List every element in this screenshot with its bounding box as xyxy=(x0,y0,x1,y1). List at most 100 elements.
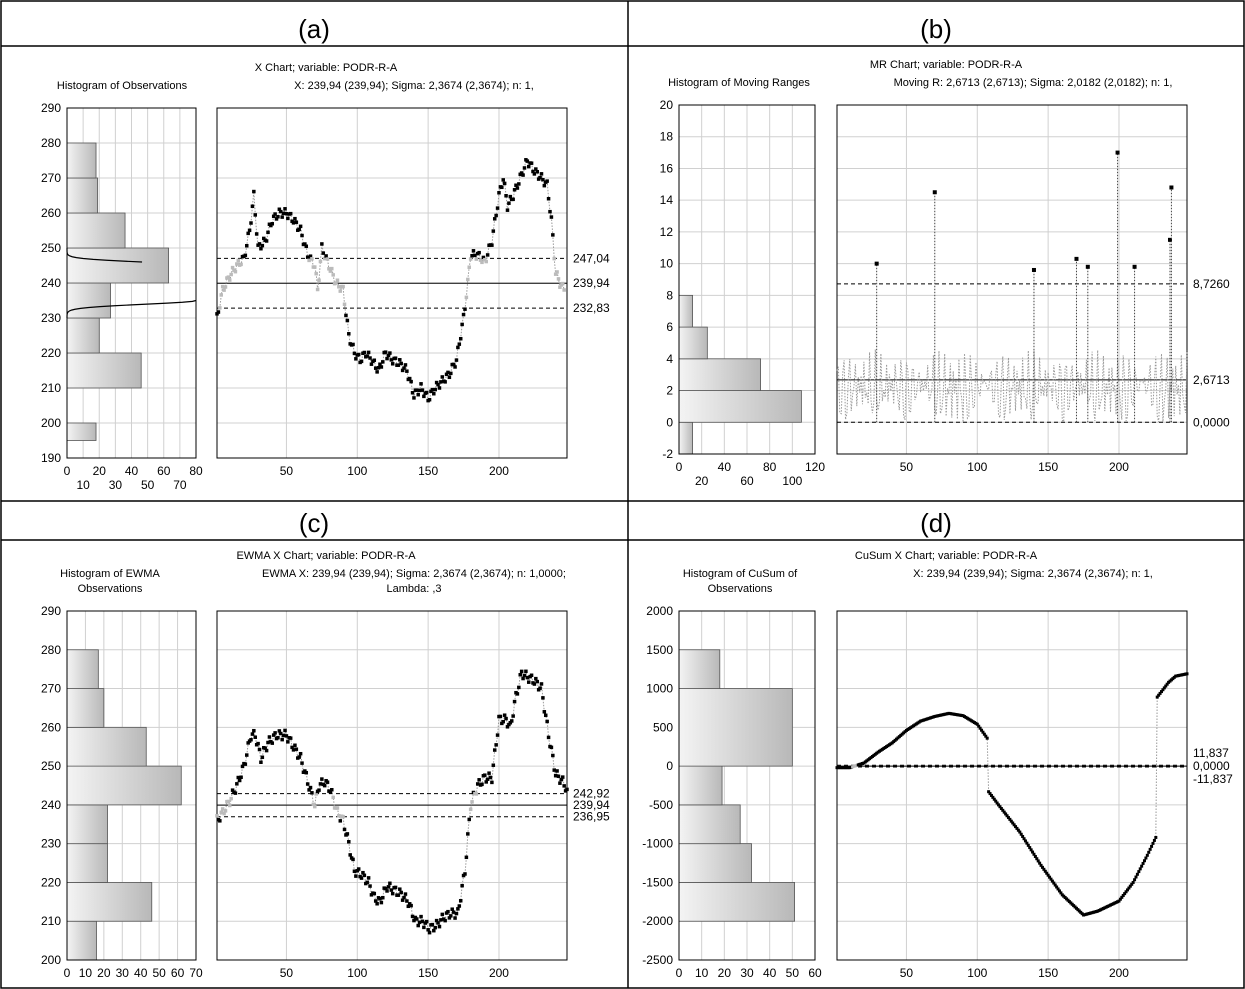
data-point xyxy=(541,696,545,700)
data-point xyxy=(995,801,999,805)
histogram-title: Histogram of EWMA xyxy=(60,568,160,580)
data-point xyxy=(385,889,389,893)
data-point xyxy=(247,228,252,233)
data-point xyxy=(369,362,374,366)
data-point xyxy=(514,183,518,188)
data-point xyxy=(398,887,402,891)
data-point xyxy=(484,259,488,264)
data-point xyxy=(460,883,464,888)
data-point xyxy=(291,748,296,752)
data-point xyxy=(334,281,338,285)
data-point xyxy=(456,907,460,911)
data-point xyxy=(458,336,463,341)
hist-x-tick-label: 10 xyxy=(695,966,709,980)
data-point xyxy=(283,207,287,211)
data-point xyxy=(485,253,490,257)
data-point xyxy=(318,259,323,264)
data-point xyxy=(417,920,422,925)
data-point xyxy=(406,904,411,909)
data-point xyxy=(218,819,222,823)
data-point xyxy=(1142,859,1146,863)
data-point xyxy=(1059,891,1063,895)
y-tick-label: 1000 xyxy=(646,682,673,696)
data-point xyxy=(505,208,510,212)
data-point xyxy=(362,350,367,355)
data-point xyxy=(432,391,436,396)
data-point xyxy=(233,269,238,274)
data-point xyxy=(281,211,286,216)
data-point xyxy=(219,293,224,297)
data-point xyxy=(434,380,439,385)
data-point xyxy=(269,223,273,228)
data-point xyxy=(304,770,309,775)
data-point xyxy=(226,799,231,804)
series-line xyxy=(216,669,568,935)
data-point xyxy=(509,719,514,723)
data-point xyxy=(478,258,483,262)
data-point xyxy=(354,357,358,361)
x-tick-label: 200 xyxy=(1109,460,1129,474)
data-point xyxy=(260,243,265,248)
data-point xyxy=(1127,886,1131,890)
x-tick-label: 50 xyxy=(280,966,294,980)
data-point xyxy=(437,386,442,390)
data-point xyxy=(362,873,367,878)
data-point xyxy=(259,246,263,251)
control-limit-label: -11,837 xyxy=(1193,772,1233,786)
hist-bar xyxy=(66,882,153,922)
data-point xyxy=(502,713,507,717)
data-point xyxy=(415,917,419,921)
data-point xyxy=(559,777,564,782)
data-point xyxy=(216,310,221,314)
y-tick-label: -500 xyxy=(649,798,673,812)
data-point xyxy=(552,256,556,261)
y-tick-label: 8 xyxy=(666,288,673,302)
data-point xyxy=(980,728,984,732)
data-point xyxy=(229,796,233,801)
data-point xyxy=(228,803,232,808)
data-point xyxy=(491,229,496,233)
x-tick-label: 150 xyxy=(1038,966,1058,980)
data-point xyxy=(386,885,391,889)
data-point xyxy=(368,356,372,360)
data-point xyxy=(1124,890,1128,894)
hist-x-tick-label: 40 xyxy=(718,460,732,474)
data-point xyxy=(279,731,283,736)
data-point xyxy=(440,912,445,917)
data-point xyxy=(507,722,511,727)
y-tick-label: 0 xyxy=(666,759,673,773)
data-point xyxy=(464,855,469,860)
data-point xyxy=(313,265,317,269)
data-point xyxy=(463,307,467,311)
data-point xyxy=(381,895,385,900)
x-tick-label: 150 xyxy=(418,966,438,980)
x-tick-label: 150 xyxy=(418,464,438,478)
data-point xyxy=(396,893,401,897)
data-point xyxy=(230,788,235,792)
control-chart-area: 50 100 150 200 8,7260 2,6713 0,0000 xyxy=(836,104,1230,474)
data-point xyxy=(1036,859,1040,863)
data-point xyxy=(230,265,235,270)
data-point xyxy=(290,745,294,750)
hist-bar xyxy=(678,390,802,423)
data-point xyxy=(521,676,525,681)
data-point xyxy=(331,795,335,800)
data-point xyxy=(483,773,487,777)
data-point xyxy=(1151,841,1155,845)
data-point xyxy=(240,764,245,769)
data-point xyxy=(409,903,413,908)
data-point xyxy=(1162,686,1166,690)
hist-x-tick-label: 50 xyxy=(152,966,166,980)
data-point xyxy=(390,891,395,896)
data-point xyxy=(399,361,403,366)
control-limit-label: 247,04 xyxy=(573,251,610,265)
data-point xyxy=(352,351,357,356)
data-point xyxy=(545,719,549,724)
data-point xyxy=(420,919,425,924)
data-point xyxy=(430,387,435,392)
x-tick-label: 100 xyxy=(967,966,987,980)
data-point xyxy=(477,778,481,782)
data-point xyxy=(542,183,547,188)
hist-bar xyxy=(66,317,100,354)
data-point xyxy=(228,278,232,282)
